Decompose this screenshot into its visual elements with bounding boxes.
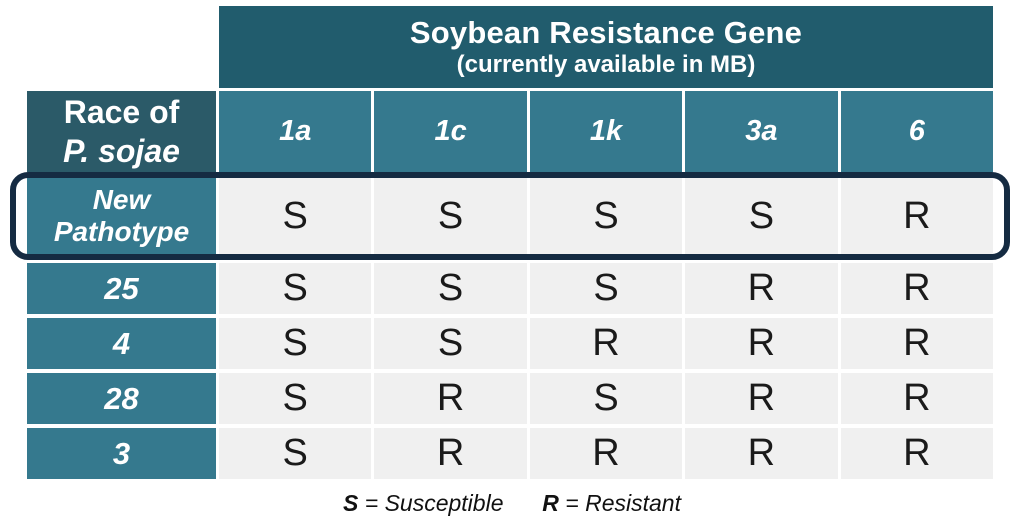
gene-header-1c: 1c (374, 91, 527, 172)
highlighted-row-outline: New Pathotype S S S S R (10, 172, 1010, 260)
gene-header-3a: 3a (685, 91, 838, 172)
data-cell: R (840, 318, 993, 369)
data-cell: S (219, 178, 372, 254)
data-cell: R (529, 428, 683, 479)
data-cell: S (529, 178, 683, 254)
row-label-3: 3 (27, 428, 216, 479)
data-cell: R (374, 373, 527, 424)
legend-r-label: = Resistant (565, 490, 681, 516)
data-cell: R (685, 318, 838, 369)
data-cell: S (219, 318, 372, 369)
data-cell: R (685, 428, 838, 479)
data-cell: S (529, 373, 683, 424)
data-cell: S (219, 428, 372, 479)
data-cell: S (685, 178, 838, 254)
table-title: Soybean Resistance Gene (409, 15, 803, 51)
gene-header-6: 6 (840, 91, 993, 172)
race-header-line2: P. sojae (63, 132, 180, 169)
table-body-rows: 25 S S S R R 4 S S R R R 28 S R S R R 3 … (27, 263, 993, 479)
data-cell: S (529, 263, 683, 314)
legend-r-key: R (542, 490, 559, 516)
data-cell: S (374, 178, 527, 254)
gene-header-row: 1a 1c 1k 3a 6 (219, 91, 993, 172)
data-cell: R (529, 318, 683, 369)
data-cell: S (374, 263, 527, 314)
data-cell: S (219, 373, 372, 424)
row-label-25: 25 (27, 263, 216, 314)
gene-header-1k: 1k (529, 91, 683, 172)
table-title-banner: Soybean Resistance Gene (currently avail… (219, 6, 993, 88)
data-cell: R (840, 373, 993, 424)
row-label-4: 4 (27, 318, 216, 369)
data-cell: S (219, 263, 372, 314)
data-cell: R (685, 373, 838, 424)
data-cell: R (685, 263, 838, 314)
data-cell: R (840, 428, 993, 479)
legend-s-key: S (343, 490, 359, 516)
race-header-line1: Race of (63, 94, 180, 131)
race-column-header: Race of P. sojae (27, 91, 216, 172)
gene-header-1a: 1a (219, 91, 372, 172)
row-label-28: 28 (27, 373, 216, 424)
data-cell: R (840, 178, 993, 254)
data-cell: S (374, 318, 527, 369)
row-label-new-pathotype: New Pathotype (27, 178, 216, 254)
data-cell: R (840, 263, 993, 314)
legend-s-label: = Susceptible (364, 490, 504, 516)
table-subtitle: (currently available in MB) (456, 51, 756, 79)
data-cell: R (374, 428, 527, 479)
legend: S = Susceptible R = Resistant (0, 490, 1024, 517)
